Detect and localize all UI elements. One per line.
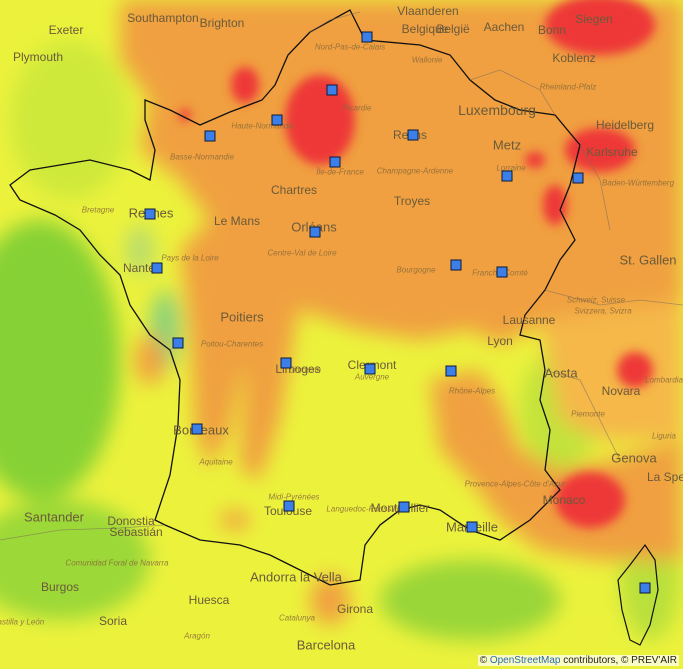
station-marker[interactable]	[361, 31, 373, 43]
attribution-suffix: contributors, © PREV'AIR	[560, 655, 677, 666]
station-marker[interactable]	[309, 226, 321, 238]
station-marker[interactable]	[151, 262, 163, 274]
station-marker[interactable]	[280, 357, 292, 369]
station-marker[interactable]	[271, 114, 283, 126]
station-marker[interactable]	[496, 266, 508, 278]
station-marker[interactable]	[144, 208, 156, 220]
station-marker[interactable]	[191, 423, 203, 435]
station-marker[interactable]	[445, 365, 457, 377]
station-marker[interactable]	[398, 501, 410, 513]
station-marker[interactable]	[329, 156, 341, 168]
station-marker[interactable]	[172, 337, 184, 349]
station-marker[interactable]	[283, 500, 295, 512]
openstreetmap-link[interactable]: OpenStreetMap	[489, 655, 561, 666]
station-marker[interactable]	[326, 84, 338, 96]
attribution-prefix: ©	[479, 655, 490, 666]
station-marker[interactable]	[407, 129, 419, 141]
station-marker[interactable]	[572, 172, 584, 184]
station-marker[interactable]	[204, 130, 216, 142]
map-attribution: © OpenStreetMap contributors, © PREV'AIR	[477, 655, 679, 666]
station-marker[interactable]	[501, 170, 513, 182]
station-marker[interactable]	[639, 582, 651, 594]
station-marker[interactable]	[450, 259, 462, 271]
station-marker[interactable]	[364, 363, 376, 375]
station-marker[interactable]	[466, 521, 478, 533]
